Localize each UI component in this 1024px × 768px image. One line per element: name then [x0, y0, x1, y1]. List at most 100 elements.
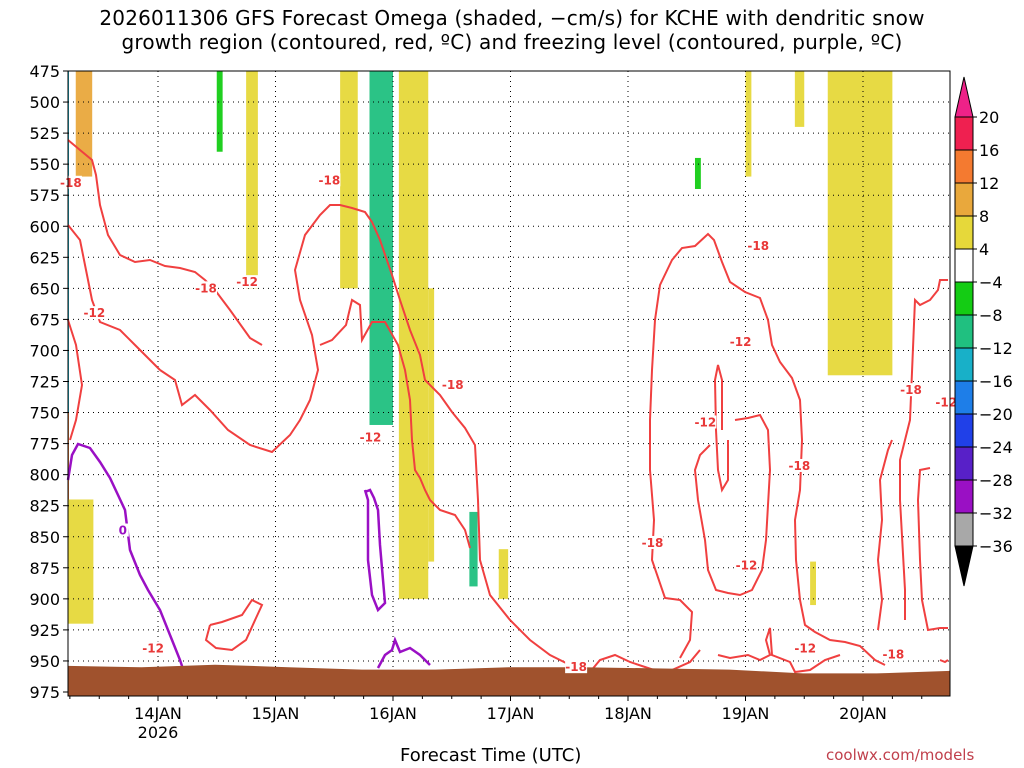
colorbar-label: 20 [979, 108, 999, 127]
colorbar-label: −20 [979, 405, 1013, 424]
contour-label-bg [565, 660, 588, 674]
dgz-contour-line [319, 298, 471, 549]
dgz-contour-label: -12 [84, 306, 106, 320]
colorbar-segment [954, 347, 974, 382]
y-tick-label: 800 [29, 466, 60, 485]
dgz-contour-line [713, 364, 729, 493]
contour-label-bg [794, 641, 817, 655]
colorbar-label: −16 [979, 372, 1013, 391]
terrain-fill [68, 664, 950, 696]
x-tick-label: 18JAN [604, 704, 652, 723]
freezing-level-contour [376, 636, 431, 669]
dgz-contour-line [693, 413, 772, 597]
dgz-contour-line [67, 319, 84, 441]
dgz-contour-line [159, 204, 591, 673]
x-tick-label: 15JAN [252, 704, 300, 723]
freezing-level-contour [66, 442, 188, 679]
colorbar-label: −32 [979, 504, 1013, 523]
y-tick-label: 575 [29, 186, 60, 205]
y-tick-label: 975 [29, 683, 60, 702]
omega-region [469, 511, 478, 587]
y-tick-label: 525 [29, 124, 60, 143]
x-tick-label: 19JAN [722, 704, 770, 723]
colorbar-top-arrow [954, 76, 974, 118]
dgz-contour-label: -12 [736, 558, 758, 572]
dgz-contour-label: -12 [730, 335, 752, 349]
x-tick-label: 20JAN [839, 704, 887, 723]
y-tick-label: 475 [29, 62, 60, 81]
contour-label-bg [359, 430, 382, 444]
omega-region [794, 71, 805, 127]
colorbar-label: 12 [979, 174, 999, 193]
chart-title: 2026011306 GFS Forecast Omega (shaded, −… [0, 6, 1024, 54]
dgz-contour-label: -12 [360, 430, 382, 444]
dgz-contour-line [899, 279, 948, 620]
contour-label-layer: -18 -12 -18 -12 -18 -12 -12 -18 -18 -18 -12 -12 -18 -… [59, 173, 958, 674]
colorbar: 20 16 12 8 4 −4 −8 −12 −16 −20 −24 −28 −32 −36 [954, 76, 1013, 587]
contour-label-bg [694, 415, 717, 429]
dgz-contour-label: -18 [747, 239, 769, 253]
chart-title-line1: 2026011306 GFS Forecast Omega (shaded, −… [99, 6, 925, 30]
contour-label-bg [900, 383, 922, 397]
terrain-layer [68, 664, 950, 696]
contour-layer [66, 139, 949, 679]
contour-label-bg [142, 641, 165, 655]
colorbar-segment [954, 281, 974, 316]
omega-region [369, 71, 393, 425]
dgz-contour-label: -18 [642, 536, 664, 550]
grid-layer [68, 70, 950, 696]
contour-label-bg [318, 173, 341, 187]
y-tick-label: 950 [29, 652, 60, 671]
omega-region [745, 71, 752, 177]
freezing-level-contour [363, 488, 387, 613]
y-tick-label: 725 [29, 373, 60, 392]
colorbar-label: 4 [979, 240, 989, 259]
omega-region [246, 71, 258, 289]
colorbar-segment [954, 446, 974, 481]
dgz-contour-label: -18 [883, 648, 905, 662]
colorbar-segment [954, 149, 974, 184]
omega-region [75, 71, 93, 177]
contour-label-bg [729, 334, 752, 348]
dgz-contour-label: -18 [319, 173, 341, 187]
dgz-contour-label: -12 [695, 415, 717, 429]
contour-label-bg [59, 175, 82, 189]
colorbar-label: −28 [979, 471, 1013, 490]
y-tick-label: 750 [29, 404, 60, 423]
colorbar-segment [954, 380, 974, 415]
credit-text: coolwx.com/models [826, 746, 975, 764]
dgz-contour-label: -12 [935, 396, 957, 410]
colorbar-segment [954, 182, 974, 217]
y-tick-label: 700 [29, 341, 60, 360]
contour-label-bg [788, 458, 811, 472]
y-tick-label: 775 [29, 435, 60, 454]
colorbar-segment [954, 116, 974, 151]
y-tick-label: 650 [29, 279, 60, 298]
freezing-contour-label: 0 [119, 524, 127, 538]
y-tick-label: 900 [29, 590, 60, 609]
y-tick-label: 600 [29, 217, 60, 236]
colorbar-bottom-arrow [954, 545, 974, 587]
dgz-contour-label: -18 [789, 459, 811, 473]
colorbar-label: −12 [979, 339, 1013, 358]
y-tick-label: 550 [29, 155, 60, 174]
contour-label-bg [935, 395, 958, 409]
colorbar-label: −8 [979, 306, 1003, 325]
dgz-contour-label: -18 [442, 378, 464, 392]
y-tick-label: 925 [29, 621, 60, 640]
colorbar-segment [954, 314, 974, 349]
dgz-contour-line [717, 627, 841, 674]
dgz-contour-label: -12 [142, 642, 164, 656]
omega-region [498, 549, 509, 599]
omega-region [827, 71, 893, 376]
contour-label-bg [116, 523, 129, 537]
dgz-contour-label: -12 [236, 275, 258, 289]
dgz-contour-line [67, 139, 263, 346]
colorbar-label: 8 [979, 207, 989, 226]
contour-label-bg [441, 378, 464, 392]
chart-title-line2: growth region (contoured, red, ºC) and f… [121, 30, 903, 54]
dgz-contour-label: -18 [195, 281, 217, 295]
dgz-contour-line [67, 224, 161, 371]
y-tick-label: 625 [29, 248, 60, 267]
